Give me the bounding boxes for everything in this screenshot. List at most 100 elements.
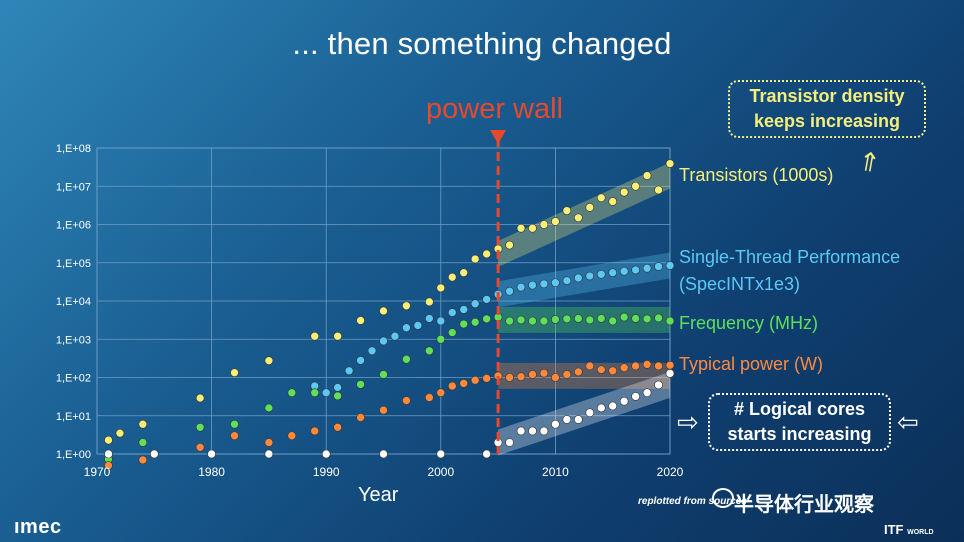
point-cores: [631, 392, 640, 401]
point-frequency: [379, 370, 388, 379]
point-power: [356, 413, 365, 422]
point-power: [459, 379, 469, 388]
point-frequency: [631, 314, 640, 323]
point-power: [528, 370, 537, 379]
point-frequency: [596, 314, 606, 323]
imec-logo: ımec: [14, 516, 62, 538]
point-cores: [104, 449, 113, 459]
point-transistors: [470, 254, 480, 264]
y-tick-label: 1,E+04: [56, 296, 91, 308]
callout-transistor-density: Transistor density keeps increasing: [728, 80, 926, 138]
point-frequency: [459, 319, 469, 329]
x-tick-label: 2020: [657, 465, 684, 479]
point-frequency: [516, 315, 526, 325]
point-frequency: [482, 314, 491, 324]
point-power: [654, 361, 663, 371]
point-frequency: [505, 316, 514, 326]
point-power: [230, 431, 239, 441]
point-cores: [505, 438, 514, 447]
point-frequency: [138, 438, 148, 447]
point-transistors: [104, 435, 113, 445]
point-transistors: [264, 356, 274, 365]
point-power: [310, 426, 320, 436]
point-frequency: [310, 388, 320, 398]
point-power: [574, 367, 583, 377]
x-tick-label: 2000: [427, 465, 454, 479]
point-transistors: [505, 240, 514, 250]
point-single_thread: [562, 276, 572, 285]
point-power: [585, 361, 595, 371]
point-single_thread: [459, 305, 469, 314]
point-power: [516, 372, 526, 381]
point-frequency: [619, 312, 629, 322]
point-transistors: [115, 428, 125, 438]
point-single_thread: [551, 278, 560, 288]
x-tick-label: 1970: [84, 465, 111, 479]
point-single_thread: [631, 265, 640, 275]
point-single_thread: [528, 280, 537, 290]
point-single_thread: [436, 316, 446, 326]
y-tick-label: 1,E+06: [56, 220, 91, 232]
point-transistors: [310, 331, 320, 341]
point-transistors: [528, 223, 537, 233]
point-single_thread: [539, 279, 549, 289]
point-frequency: [402, 354, 411, 364]
point-cores: [321, 449, 331, 459]
point-power: [562, 370, 572, 379]
point-power: [447, 381, 457, 391]
point-frequency: [574, 314, 583, 323]
point-cores: [379, 449, 388, 459]
point-single_thread: [505, 286, 514, 296]
point-single_thread: [402, 323, 411, 333]
arrow-left-icon: ⇦: [897, 407, 919, 437]
point-frequency: [608, 316, 618, 326]
point-power: [402, 396, 411, 405]
point-single_thread: [608, 268, 618, 277]
point-frequency: [585, 315, 595, 325]
point-frequency: [654, 313, 663, 323]
point-cores: [528, 426, 537, 436]
point-transistors: [585, 203, 595, 212]
point-frequency: [665, 316, 675, 326]
point-single_thread: [585, 271, 595, 281]
series-label-single-thread: Single-Thread Performance (SpecINTx1e3): [679, 247, 901, 294]
point-frequency: [333, 391, 342, 401]
point-cores: [642, 388, 652, 398]
point-transistors: [539, 220, 549, 229]
axis-ticks: 1,E+00 1,E+01 1,E+02 1,E+03 1,E+04 1,E+05 1,E+…: [56, 143, 684, 479]
y-tick-label: 1,E+00: [56, 449, 91, 461]
point-frequency: [287, 388, 297, 398]
point-single_thread: [470, 299, 480, 308]
power-wall-label: power wall: [426, 93, 563, 125]
point-cores: [562, 415, 572, 424]
point-frequency: [425, 346, 434, 356]
point-single_thread: [367, 346, 377, 356]
point-single_thread: [516, 282, 526, 292]
x-axis-label: Year: [358, 484, 399, 506]
point-single_thread: [413, 321, 423, 330]
power-wall-arrowhead: [490, 130, 507, 144]
point-transistors: [425, 297, 434, 307]
point-single_thread: [344, 366, 354, 376]
point-transistors: [356, 316, 365, 325]
point-transistors: [333, 331, 342, 341]
point-transistors: [230, 368, 239, 377]
point-transistors: [562, 206, 572, 215]
point-transistors: [436, 283, 446, 293]
series-label-transistors: Transistors (1000s): [679, 165, 834, 185]
x-tick-label: 2010: [542, 465, 569, 479]
point-power: [608, 366, 618, 376]
y-tick-label: 1,E+07: [56, 181, 91, 193]
point-single_thread: [574, 273, 583, 283]
point-cores: [619, 396, 629, 406]
point-power: [505, 373, 514, 382]
point-cores: [150, 449, 159, 459]
point-transistors: [574, 213, 583, 223]
point-frequency: [230, 419, 239, 429]
point-cores: [516, 426, 526, 436]
point-transistors: [596, 193, 606, 203]
point-cores: [574, 415, 583, 424]
point-single_thread: [425, 314, 434, 323]
point-transistors: [195, 393, 205, 403]
power-wall-line: [490, 130, 507, 454]
